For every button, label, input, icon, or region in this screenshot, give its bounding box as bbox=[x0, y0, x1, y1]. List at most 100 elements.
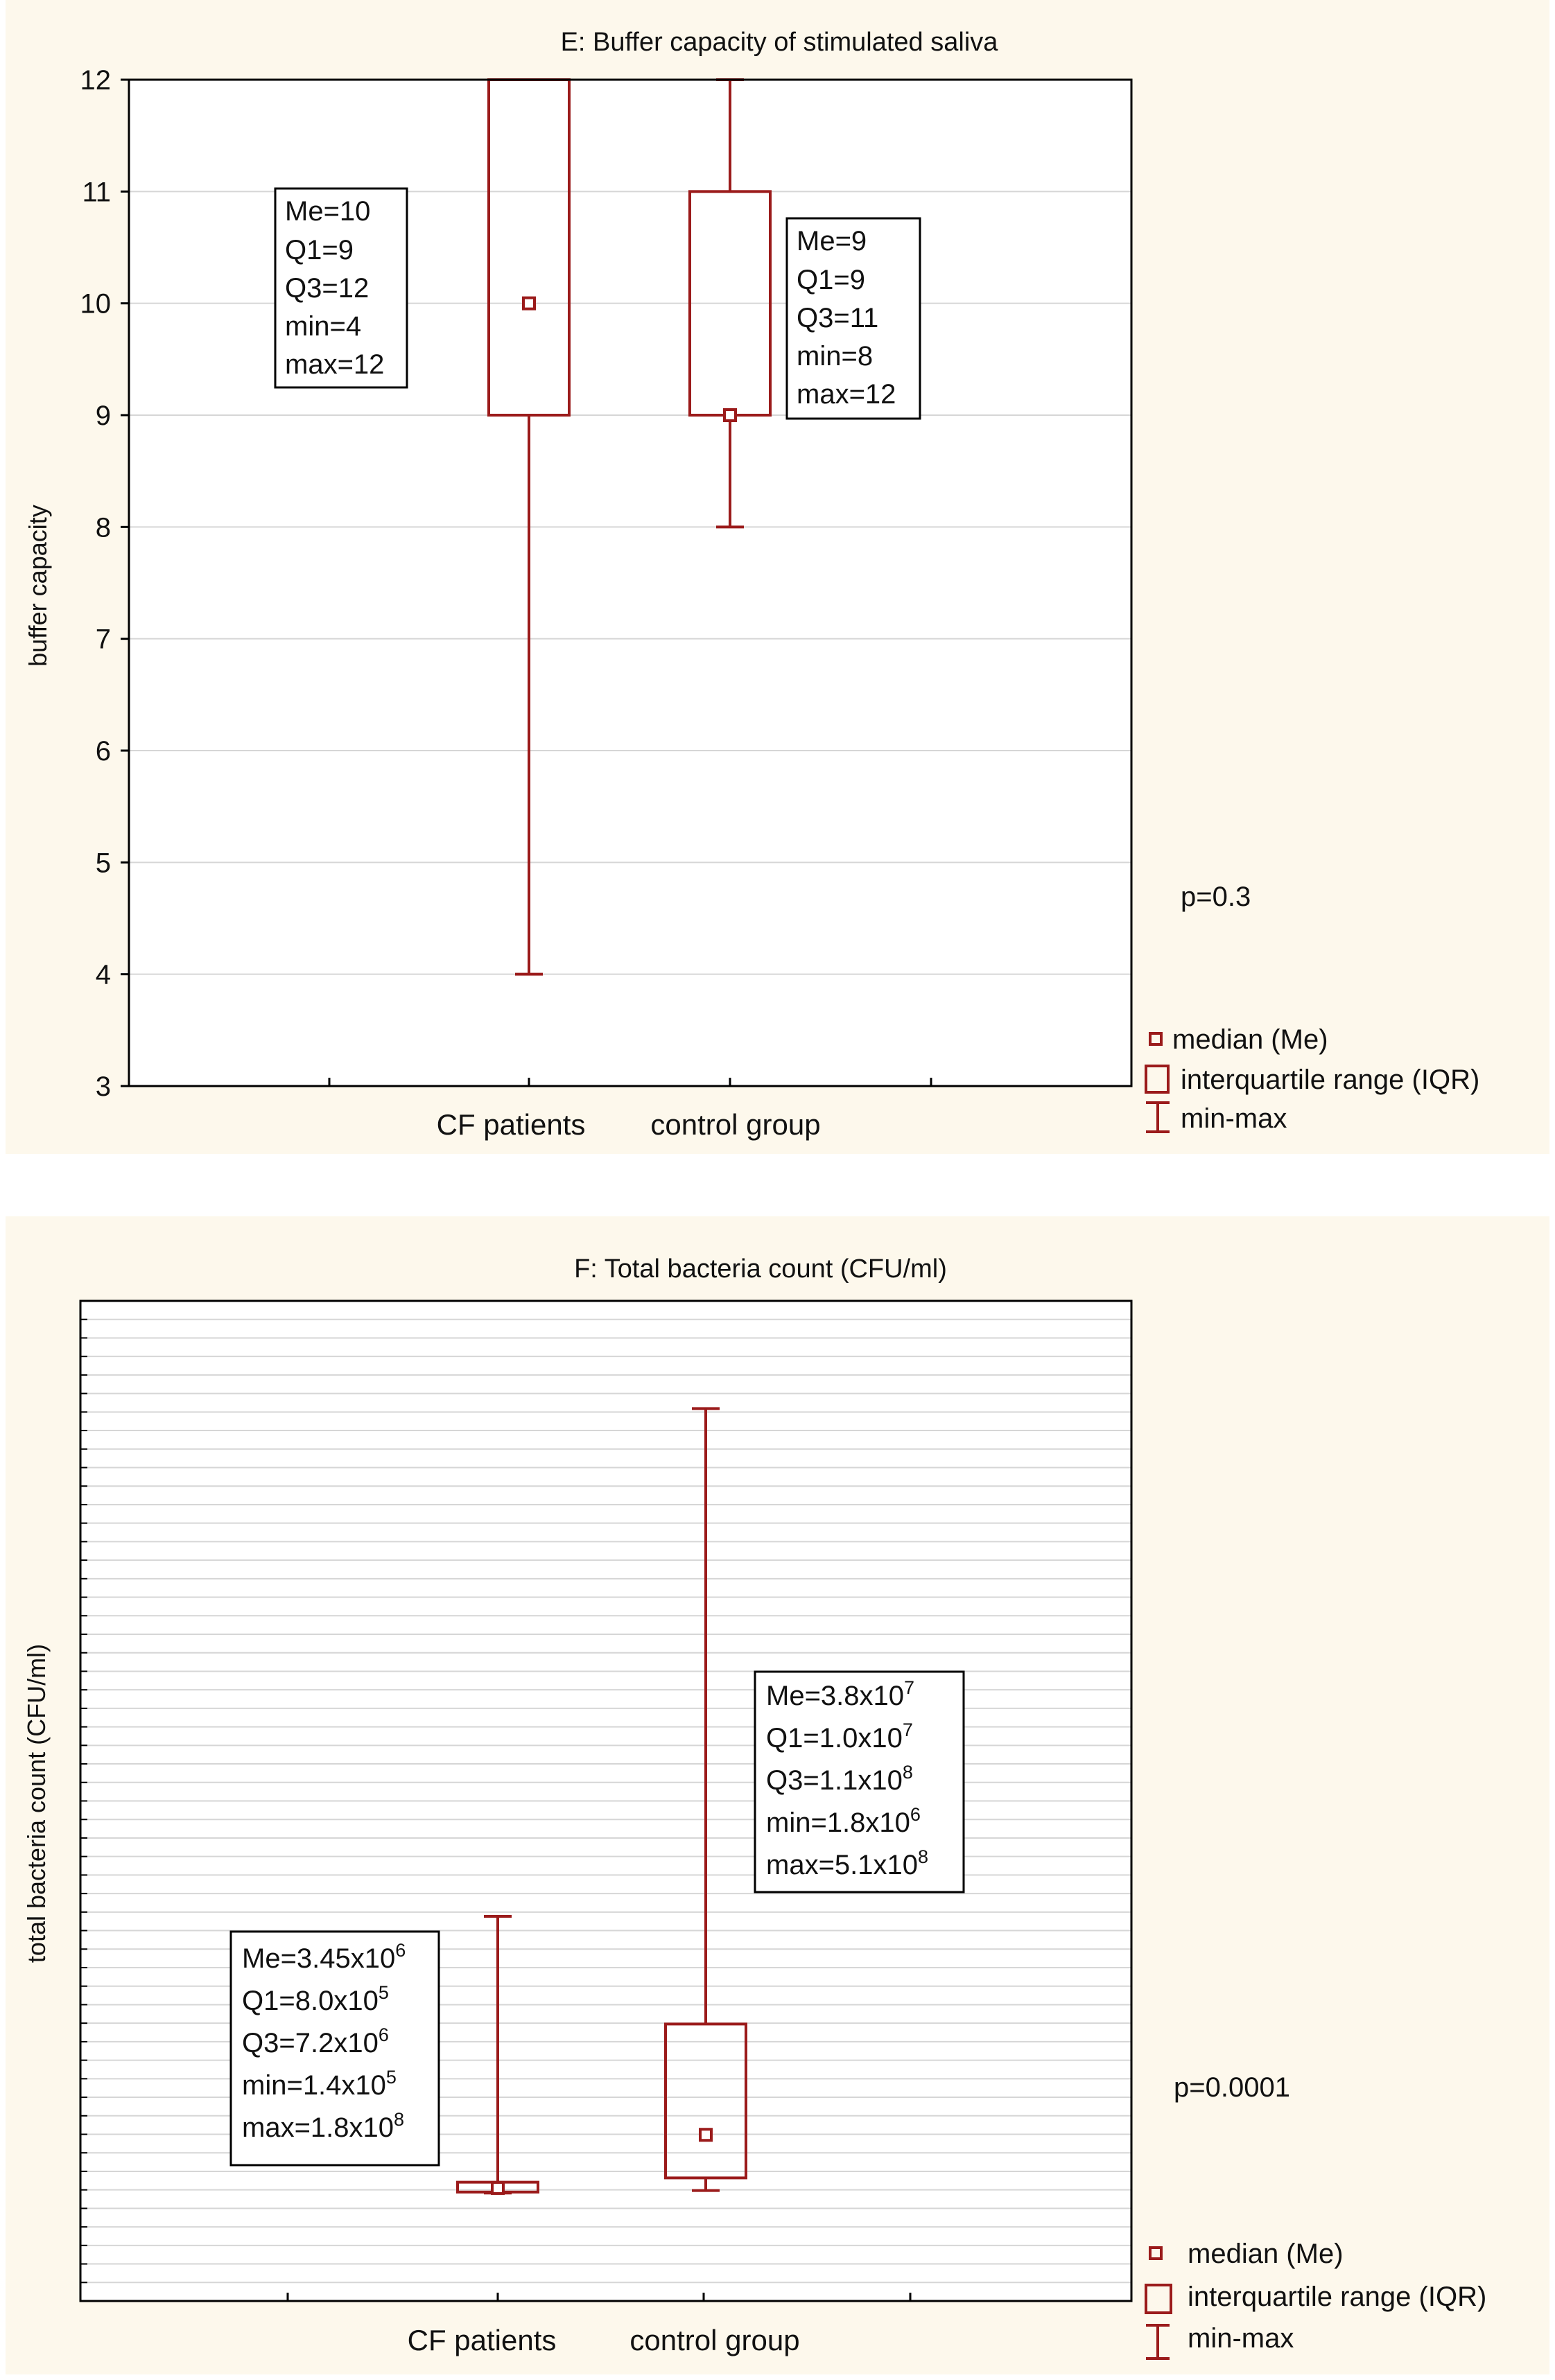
median-marker bbox=[723, 408, 737, 422]
stat-base: Q1=8.0x10 bbox=[242, 1986, 379, 2016]
x-tick-marks bbox=[328, 1078, 932, 1086]
chart-title: E: Buffer capacity of stimulated saliva bbox=[561, 28, 999, 57]
stat-line: Q3=1.1x108 bbox=[766, 1762, 913, 1796]
iqr-box-icon bbox=[1145, 2284, 1172, 2314]
stat-exponent: 5 bbox=[379, 1982, 389, 2003]
stat-exponent: 5 bbox=[386, 2067, 397, 2088]
y-tick-label: 7 bbox=[96, 624, 111, 655]
y-tick-label: 5 bbox=[96, 848, 111, 878]
y-tick-label: 6 bbox=[96, 736, 111, 767]
y-tick-label: 11 bbox=[82, 177, 111, 207]
stat-line: Me=3.8x107 bbox=[766, 1677, 914, 1711]
stat-base: Me=3.45x10 bbox=[242, 1943, 395, 1974]
stats-box-frame bbox=[274, 187, 408, 389]
stat-base: min=1.4x10 bbox=[242, 2070, 386, 2101]
stat-exponent: 6 bbox=[395, 1940, 406, 1961]
stat-base: Me=3.8x10 bbox=[766, 1681, 904, 1711]
stat-line: Q1=9 bbox=[285, 235, 354, 265]
stat-base: Q3=7.2x10 bbox=[242, 2028, 379, 2058]
y-axis-ticks: 3 4 5 6 7 8 9 10 11 12 bbox=[80, 65, 129, 1102]
iqr-box-icon bbox=[1145, 1065, 1170, 1094]
stat-base: Q1=1.0x10 bbox=[766, 1723, 903, 1753]
stat-line: min=4 bbox=[285, 311, 361, 342]
stat-line: Me=10 bbox=[285, 196, 370, 227]
stat-line: min=8 bbox=[797, 341, 873, 371]
stat-line: Me=9 bbox=[797, 226, 867, 256]
box-plot-cf-patients bbox=[456, 1915, 539, 2195]
legend: median (Me) interquartile range (IQR) mi… bbox=[1145, 1024, 1479, 1134]
p-value: p=0.3 bbox=[1181, 882, 1251, 912]
stat-base: min=1.8x10 bbox=[766, 1808, 910, 1838]
legend-label: interquartile range (IQR) bbox=[1181, 1065, 1479, 1095]
x-category-label: CF patients bbox=[437, 1108, 586, 1141]
legend-label: median (Me) bbox=[1188, 2239, 1344, 2269]
median-marker-icon bbox=[1149, 1032, 1163, 1046]
x-category-label: control group bbox=[629, 2324, 799, 2356]
y-tick-label: 12 bbox=[80, 65, 112, 96]
min-max-whisker-icon bbox=[1146, 2324, 1170, 2360]
min-max-whisker-icon bbox=[1146, 1101, 1170, 1133]
median-marker bbox=[522, 296, 536, 310]
legend-label: interquartile range (IQR) bbox=[1188, 2282, 1486, 2312]
stat-line: max=12 bbox=[285, 349, 384, 380]
stat-line: min=1.4x105 bbox=[242, 2067, 397, 2101]
legend-label: median (Me) bbox=[1172, 1024, 1328, 1055]
stats-lines: Me=3.8x107Q1=1.0x107Q3=1.1x108min=1.8x10… bbox=[766, 1677, 928, 1880]
plot-frame bbox=[79, 1300, 1133, 2302]
stat-exponent: 8 bbox=[903, 1762, 913, 1783]
stats-box-cf-patients: Me=10 Q1=9 Q3=12 min=4 max=12 bbox=[274, 187, 408, 389]
stat-exponent: 6 bbox=[910, 1804, 921, 1825]
x-category-label: CF patients bbox=[408, 2324, 557, 2356]
legend: median (Me) interquartile range (IQR) mi… bbox=[1145, 2239, 1486, 2360]
stat-line: max=5.1x108 bbox=[766, 1846, 928, 1880]
median-marker bbox=[699, 2128, 713, 2142]
stat-exponent: 8 bbox=[918, 1846, 928, 1867]
box-plot-control-group bbox=[664, 1407, 747, 2192]
y-axis-label: buffer capacity bbox=[24, 505, 52, 666]
stat-exponent: 7 bbox=[904, 1677, 914, 1698]
stats-box-control-group: Me=9 Q1=9 Q3=11 min=8 max=12 bbox=[785, 217, 921, 420]
x-category-label: control group bbox=[650, 1108, 820, 1141]
stat-line: max=12 bbox=[797, 379, 896, 410]
y-axis-label: total bacteria count (CFU/ml) bbox=[22, 1644, 51, 1963]
median-marker-icon bbox=[1149, 2246, 1163, 2260]
stat-line: Q1=1.0x107 bbox=[766, 1720, 913, 1753]
stats-box-cf-patients: Me=3.45x106Q1=8.0x105Q3=7.2x106min=1.4x1… bbox=[229, 1930, 440, 2167]
stat-line: Q1=8.0x105 bbox=[242, 1982, 389, 2016]
stat-line: Q3=12 bbox=[285, 273, 369, 304]
y-tick-label: 9 bbox=[96, 401, 111, 431]
panel-e-buffer-capacity: E: Buffer capacity of stimulated saliva … bbox=[6, 0, 1549, 1154]
stat-line: Q3=11 bbox=[797, 303, 878, 333]
stat-line: min=1.8x106 bbox=[766, 1804, 921, 1838]
stat-exponent: 6 bbox=[379, 2024, 389, 2045]
legend-label: min-max bbox=[1181, 1103, 1287, 1134]
plot-frame bbox=[128, 78, 1133, 1087]
stat-exponent: 8 bbox=[394, 2109, 404, 2130]
y-tick-label: 8 bbox=[96, 512, 111, 543]
legend-label: min-max bbox=[1188, 2323, 1294, 2354]
stat-base: max=5.1x10 bbox=[766, 1850, 918, 1880]
stat-base: Q3=1.1x10 bbox=[766, 1765, 903, 1796]
y-tick-label: 3 bbox=[96, 1071, 111, 1102]
panel-f-bacteria-count: F: Total bacteria count (CFU/ml) total b… bbox=[6, 1216, 1549, 2374]
stat-line: max=1.8x108 bbox=[242, 2109, 404, 2143]
stats-box-control-group: Me=3.8x107Q1=1.0x107Q3=1.1x108min=1.8x10… bbox=[754, 1670, 965, 1893]
stat-line: Q3=7.2x106 bbox=[242, 2024, 389, 2058]
stat-line: Q1=9 bbox=[797, 265, 865, 295]
stat-base: max=1.8x10 bbox=[242, 2112, 394, 2143]
stats-box-frame bbox=[785, 217, 921, 420]
box-plots bbox=[456, 1407, 747, 2195]
y-axis-ticks bbox=[80, 1318, 87, 2284]
x-tick-marks bbox=[286, 2293, 912, 2301]
p-value: p=0.0001 bbox=[1174, 2072, 1290, 2103]
stats-lines: Me=3.45x106Q1=8.0x105Q3=7.2x106min=1.4x1… bbox=[242, 1940, 406, 2143]
y-tick-label: 4 bbox=[96, 960, 111, 990]
y-tick-label: 10 bbox=[80, 289, 112, 320]
stats-box-frame bbox=[229, 1930, 440, 2167]
stat-exponent: 7 bbox=[903, 1720, 913, 1740]
stats-box-frame bbox=[754, 1670, 965, 1893]
median-marker bbox=[491, 2180, 505, 2195]
iqr-box bbox=[664, 2022, 747, 2180]
chart-title: F: Total bacteria count (CFU/ml) bbox=[574, 1254, 947, 1284]
